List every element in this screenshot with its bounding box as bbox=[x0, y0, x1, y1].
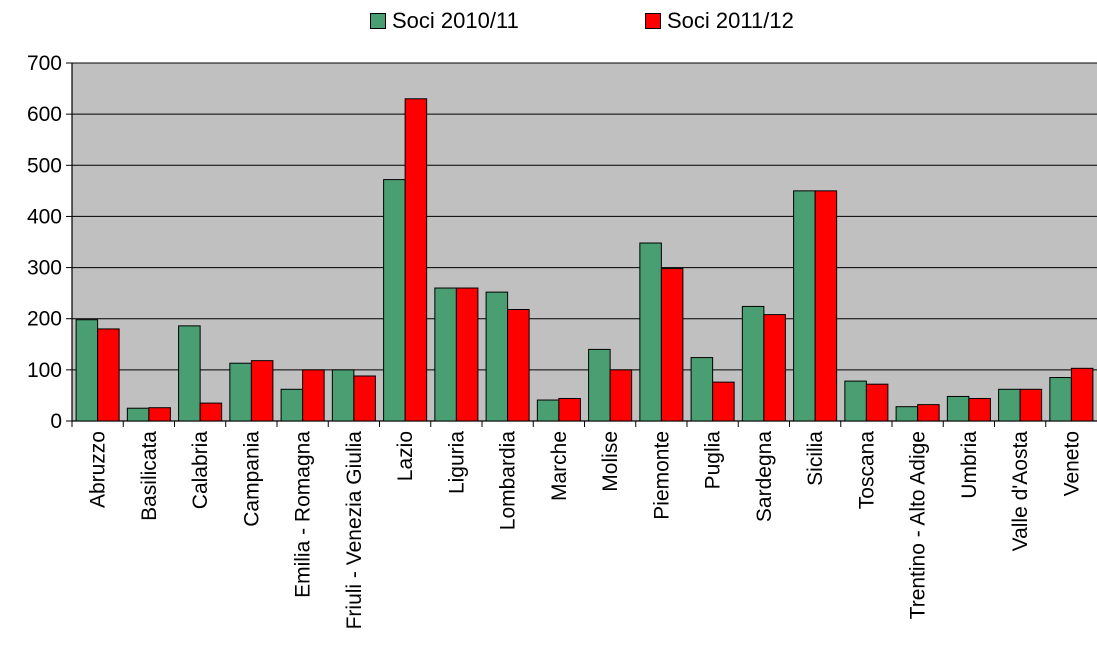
legend-label-series-1: Soci 2010/11 bbox=[392, 8, 519, 33]
bar-series-1 bbox=[383, 179, 406, 422]
bar-series-1 bbox=[690, 357, 714, 422]
bar-series-2 bbox=[814, 190, 838, 422]
x-tick-label: Friuli - Venezia Giulia bbox=[343, 431, 366, 630]
y-tick-label: 600 bbox=[27, 103, 62, 126]
bar-series-2 bbox=[1019, 388, 1043, 422]
bar-series-2 bbox=[404, 98, 428, 422]
x-tick-label: Umbria bbox=[958, 431, 981, 499]
legend-item-series-1: Soci 2010/11 bbox=[370, 8, 519, 34]
bar-series-1 bbox=[741, 305, 765, 422]
y-tick-label: 700 bbox=[27, 52, 62, 75]
x-tick-label: Lazio bbox=[394, 431, 417, 481]
x-tick-label: Calabria bbox=[189, 431, 212, 510]
y-tick-label: 500 bbox=[27, 154, 62, 177]
bar-series-2 bbox=[507, 309, 530, 422]
bar-series-1 bbox=[793, 190, 816, 422]
x-tick-label: Liguria bbox=[445, 431, 468, 494]
x-tick-label: Veneto bbox=[1060, 431, 1083, 496]
bar-series-2 bbox=[148, 407, 171, 422]
bar-series-1 bbox=[75, 319, 99, 422]
bar-series-2 bbox=[558, 397, 581, 422]
bar-series-2 bbox=[455, 287, 479, 422]
x-tick-label: Campania bbox=[240, 431, 263, 527]
x-tick-label: Trentino - Alto Adige bbox=[907, 431, 930, 619]
x-tick-label: Emilia - Romagna bbox=[292, 431, 315, 598]
x-tick-label: Valle d'Aosta bbox=[1009, 431, 1032, 552]
bar-series-1 bbox=[946, 395, 970, 422]
bar-series-1 bbox=[331, 369, 355, 422]
bar-series-2 bbox=[865, 383, 889, 422]
y-tick-label: 400 bbox=[27, 205, 62, 228]
x-tick-label: Marche bbox=[548, 431, 571, 501]
bar-series-2 bbox=[199, 402, 223, 422]
bar-series-2 bbox=[1070, 367, 1094, 422]
bar-series-1 bbox=[280, 388, 304, 422]
y-tick-label: 300 bbox=[27, 257, 62, 280]
bar-series-2 bbox=[917, 404, 940, 422]
bar-series-2 bbox=[97, 328, 120, 422]
legend: Soci 2010/11 Soci 2011/12 bbox=[0, 8, 1097, 38]
bar-series-1 bbox=[178, 325, 201, 422]
bar-series-1 bbox=[639, 242, 662, 422]
x-tick-label: Sardegna bbox=[753, 431, 776, 522]
y-tick-label: 0 bbox=[50, 410, 62, 433]
bar-series-1 bbox=[1049, 377, 1072, 422]
legend-swatch-series-2 bbox=[645, 13, 661, 29]
x-tick-label: Toscana bbox=[855, 431, 878, 510]
bar-series-2 bbox=[968, 397, 991, 422]
bar-series-2 bbox=[250, 360, 274, 422]
x-tick-label: Puglia bbox=[702, 431, 725, 490]
bar-series-1 bbox=[844, 380, 867, 422]
bar-series-1 bbox=[126, 407, 150, 422]
y-tick-label: 100 bbox=[27, 359, 62, 382]
legend-swatch-series-1 bbox=[370, 13, 386, 29]
bar-series-1 bbox=[229, 362, 252, 422]
bar-series-1 bbox=[998, 388, 1021, 422]
bar-series-2 bbox=[302, 369, 325, 422]
x-tick-label: Lombardia bbox=[497, 431, 520, 531]
legend-item-series-2: Soci 2011/12 bbox=[645, 8, 794, 34]
legend-label-series-2: Soci 2011/12 bbox=[667, 8, 794, 33]
x-tick-label: Piemonte bbox=[650, 431, 673, 520]
x-tick-label: Abruzzo bbox=[87, 431, 110, 508]
bar-series-2 bbox=[609, 369, 633, 422]
bar-series-1 bbox=[536, 399, 560, 422]
bar-series-1 bbox=[588, 348, 611, 422]
y-tick-label: 200 bbox=[27, 308, 62, 331]
bar-series-1 bbox=[895, 406, 919, 422]
plot-area bbox=[72, 63, 1097, 421]
bar-series-1 bbox=[485, 291, 509, 422]
bar-series-2 bbox=[763, 314, 786, 422]
x-tick-label: Molise bbox=[599, 431, 622, 492]
x-tick-label: Sicilia bbox=[804, 431, 827, 486]
x-tick-label: Basilicata bbox=[138, 431, 161, 521]
bar-series-2 bbox=[660, 268, 684, 422]
bar-series-1 bbox=[434, 287, 457, 422]
bar-series-2 bbox=[353, 375, 376, 422]
bar-series-2 bbox=[712, 381, 735, 422]
